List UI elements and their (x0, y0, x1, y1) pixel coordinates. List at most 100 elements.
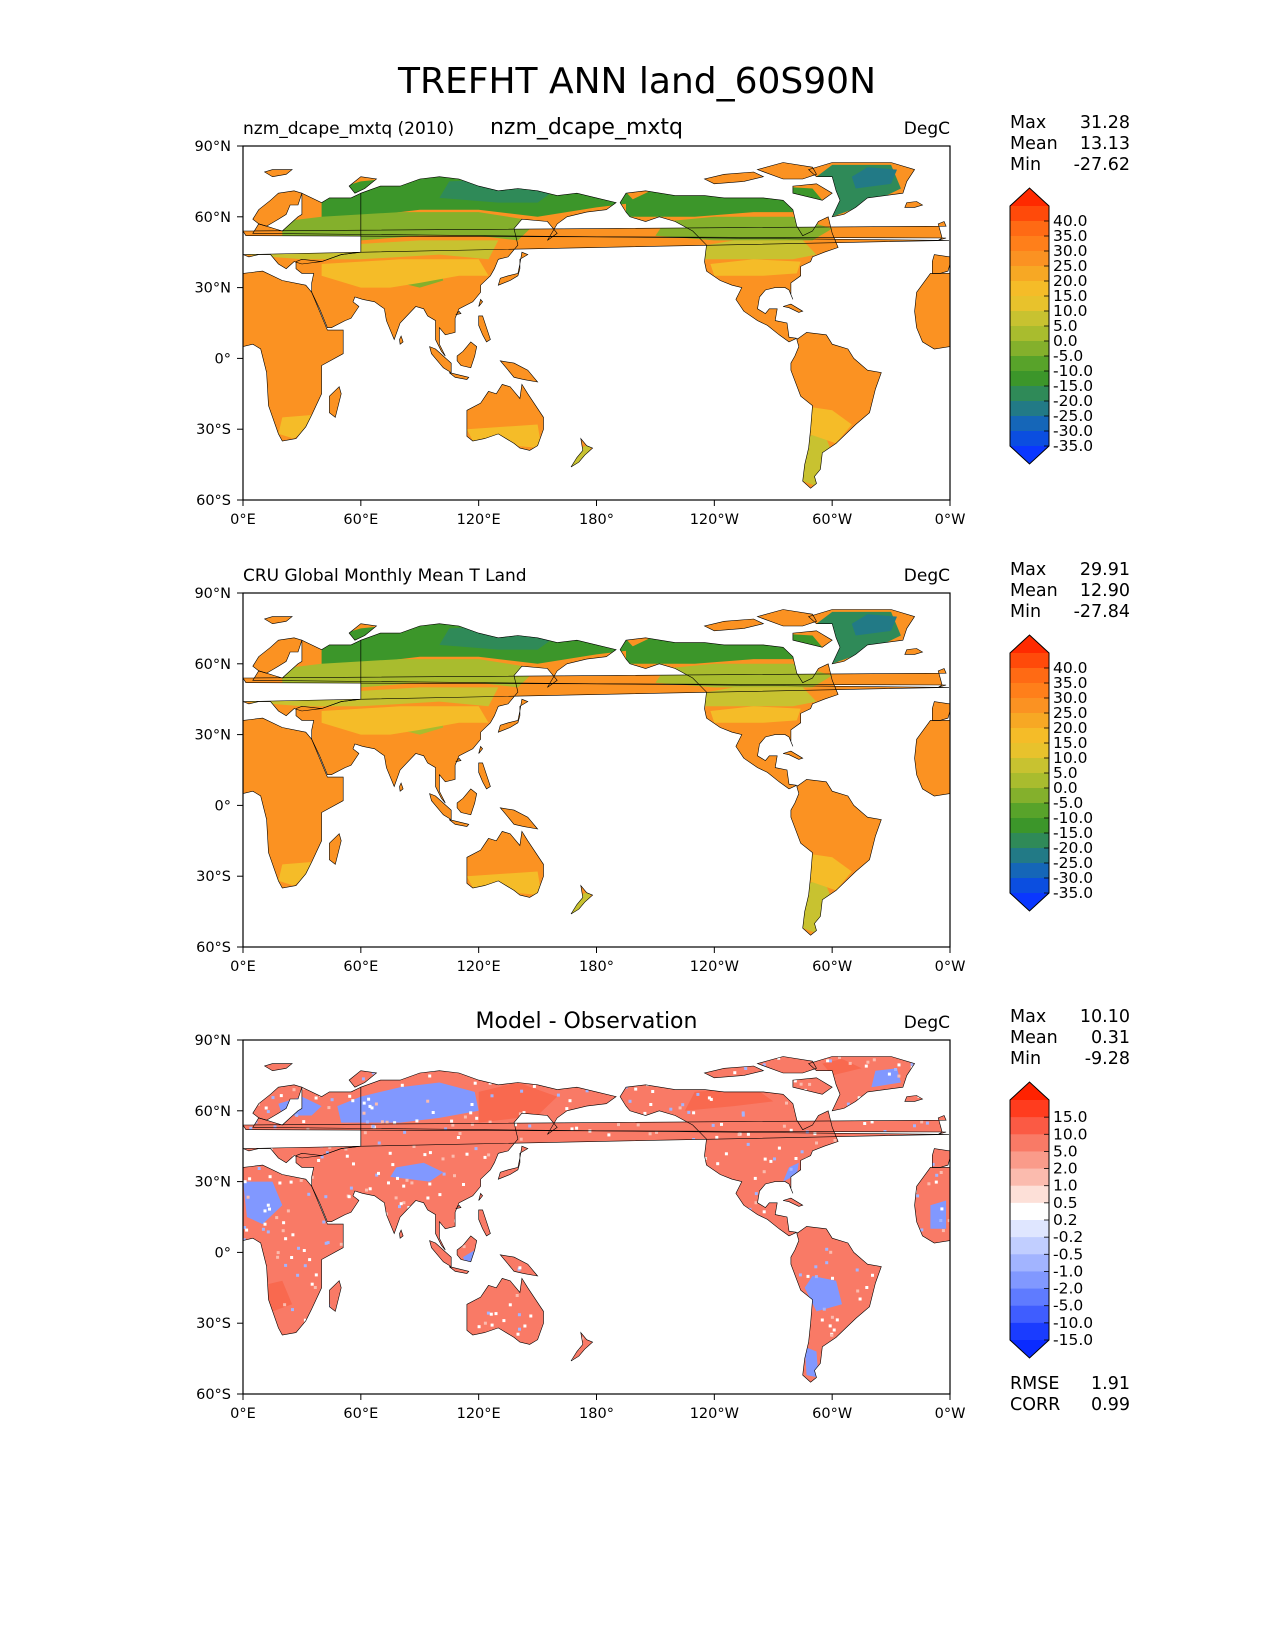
diff-speckle (788, 1288, 792, 1292)
diff-speckle (570, 1381, 574, 1383)
diff-speckle (746, 1132, 750, 1136)
diff-speckle (486, 1311, 490, 1315)
coastline-baffin (792, 183, 833, 201)
diff-speckle (352, 1162, 355, 1166)
diff-speckle (864, 1191, 868, 1195)
diff-speckle (850, 1206, 854, 1209)
diff-speckle (299, 1178, 303, 1182)
diff-speckle (489, 1281, 493, 1285)
diff-speckle (796, 1218, 799, 1222)
diff-speckle (546, 1387, 549, 1390)
diff-speckle (832, 1328, 836, 1332)
colorbar-bin (1010, 221, 1049, 237)
lon-tick-label: 60°W (812, 1406, 852, 1422)
diff-speckle (515, 1294, 519, 1297)
diff-speckle (617, 1300, 621, 1303)
coastline-iceland (904, 201, 924, 208)
diff-speckle (814, 1265, 818, 1269)
diff-speckle (284, 1263, 288, 1267)
colorbar: 40.035.030.025.020.015.010.05.00.0-5.0-1… (1009, 187, 1093, 465)
land-svalbard (264, 616, 293, 624)
diff-speckle (661, 1388, 664, 1391)
colorbar-tick-label: -5.0 (1053, 1297, 1083, 1315)
diff-speckle (732, 1329, 736, 1333)
coastline-svalbard (263, 1063, 293, 1072)
diff-speckle (318, 1345, 322, 1349)
colorbar-max-extend (1010, 188, 1049, 206)
diff-speckle (898, 1213, 902, 1217)
diff-speckle (475, 1280, 479, 1284)
diff-speckle (893, 1346, 897, 1350)
map-field (243, 609, 950, 936)
diff-speckle (742, 1249, 746, 1252)
diff-speckle (753, 1368, 757, 1372)
diff-speckle (609, 1247, 613, 1251)
diff-speckle (257, 1059, 261, 1063)
diff-speckle (848, 1061, 852, 1065)
land-scandinavia (252, 637, 302, 674)
diff-speckle (475, 1355, 478, 1359)
diff-speckle (639, 1226, 643, 1229)
colorbar-bin (1010, 698, 1049, 714)
land-svalbard (264, 1063, 293, 1071)
land-scandinavia (252, 190, 302, 227)
diff-speckle (669, 1107, 673, 1111)
diff-speckle (872, 1058, 876, 1062)
diff-speckle (582, 1117, 586, 1121)
colorbar-bin (1010, 818, 1049, 834)
diff-speckle (725, 1330, 729, 1334)
diff-speckle (601, 1170, 605, 1174)
diff-speckle (301, 1382, 304, 1385)
diff-speckle (393, 1304, 397, 1308)
diff-speckle (327, 1106, 331, 1110)
colorbar-tick-label: -5.0 (1053, 347, 1083, 365)
diff-speckle (853, 1158, 857, 1161)
diff-speckle (414, 1333, 418, 1337)
diff-speckle (574, 1241, 578, 1245)
diff-speckle (529, 1314, 533, 1318)
diff-speckle (774, 1357, 778, 1361)
diff-speckle (302, 1249, 306, 1252)
diff-speckle (655, 1212, 659, 1216)
land-svalbard (264, 169, 293, 177)
coastline-arcticisl (703, 1065, 765, 1079)
diff-speckle (584, 1367, 588, 1370)
coastline-cuba (783, 303, 804, 313)
colorbar-tick-label: 30.0 (1053, 242, 1088, 260)
diff-hot-region (684, 1087, 774, 1111)
diff-speckle (725, 1326, 729, 1330)
stat-label-min: Min (1010, 602, 1041, 622)
diff-speckle (606, 1086, 609, 1090)
land-iceland (904, 201, 923, 208)
colorbar-bin (1010, 1271, 1049, 1290)
land-iberia (932, 254, 950, 274)
diff-speckle (503, 1232, 507, 1236)
diff-speckle (895, 1330, 899, 1334)
diff-speckle (849, 1354, 853, 1358)
diff-speckle (716, 1363, 720, 1367)
diff-speckle (768, 1350, 772, 1354)
coastline-australia (466, 830, 544, 898)
diff-speckle (565, 1107, 569, 1111)
land-java (449, 819, 469, 827)
diff-speckle (819, 1162, 823, 1166)
diff-speckle (859, 1214, 863, 1218)
diff-speckle (935, 1266, 939, 1270)
colorbar-bin (1010, 668, 1049, 684)
diff-speckle (531, 1242, 535, 1246)
diff-speckle (881, 1286, 885, 1290)
diff-speckle (877, 1104, 881, 1108)
coastline-iceland (904, 1095, 924, 1102)
diff-speckle (320, 1155, 324, 1159)
diff-speckle (889, 1292, 893, 1296)
diff-speckle (675, 1224, 679, 1228)
diff-speckle (820, 1165, 824, 1168)
diff-speckle (326, 1135, 330, 1139)
diff-speckle (650, 1325, 654, 1329)
diff-speckle (494, 1312, 498, 1316)
colorbar-bin (1010, 341, 1049, 357)
diff-speckle (733, 1322, 737, 1326)
coastline-ellesmere (756, 609, 817, 627)
diff-speckle (776, 1381, 780, 1383)
colorbar-bin (1010, 1151, 1049, 1170)
